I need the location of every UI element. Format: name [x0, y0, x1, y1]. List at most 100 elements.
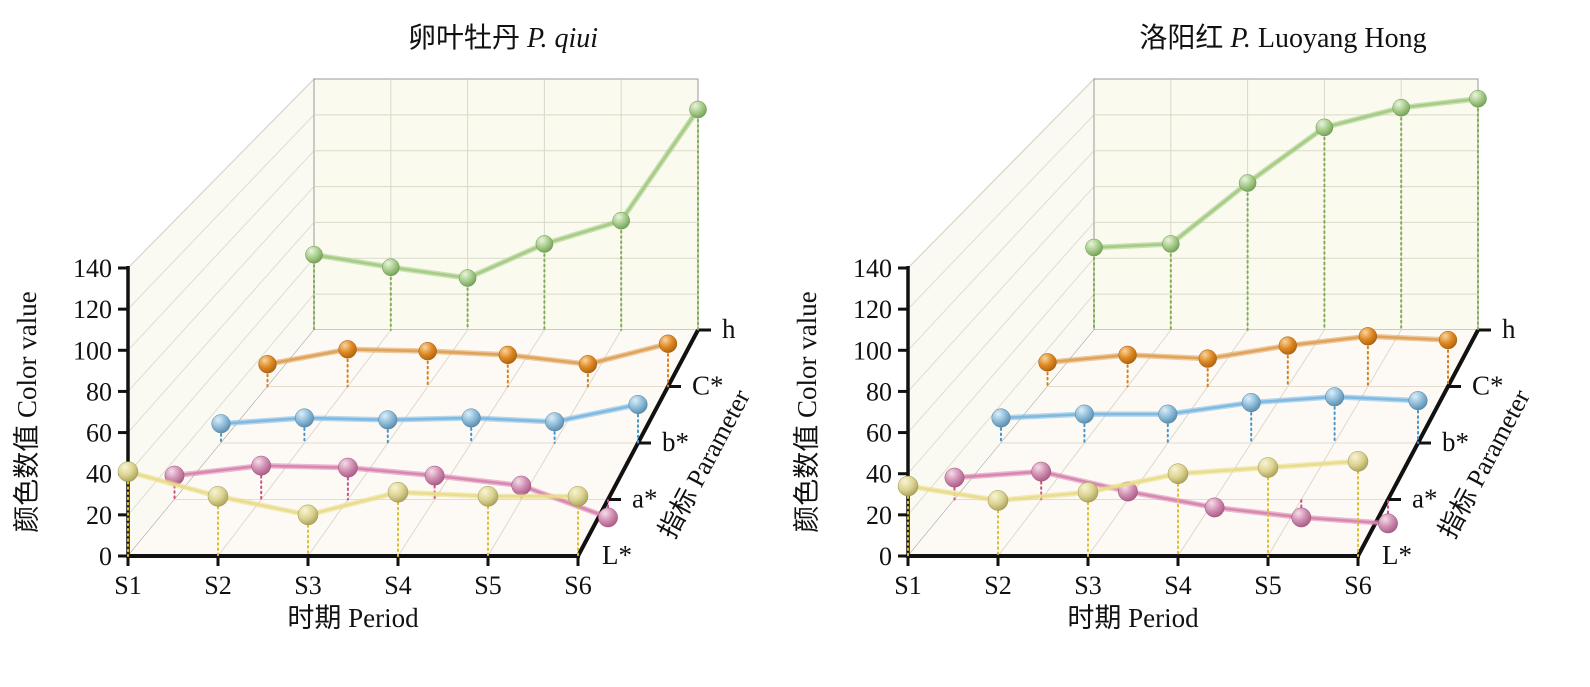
point-L*-S4: [1167, 463, 1189, 484]
z-tick-label: C*: [1472, 371, 1504, 401]
point-b*-S5: [1325, 387, 1345, 407]
z-tick-label: L*: [1382, 540, 1412, 570]
series-line-b*: [219, 403, 640, 426]
point-a*-S5: [511, 475, 532, 496]
chart-left: 0 20 40 60 80 100 120 140 S1 S2 S3 S4 S5 S6 L*a*b*C* h 卵…: [12, 22, 756, 633]
left-wall-gridline: [127, 150, 315, 351]
back-wall-face: [1093, 78, 1479, 331]
point-h-S1: [305, 245, 323, 264]
series-line-a*: [173, 464, 610, 519]
point-b*-S1: [991, 408, 1011, 428]
series-group: [897, 89, 1487, 557]
series-line-L*: [906, 460, 1360, 502]
x-tick-label: S1: [114, 571, 141, 600]
point-C*-S4: [498, 345, 517, 365]
chart-title-part: 洛阳红: [1139, 22, 1230, 54]
y-tick-label: 140: [73, 254, 112, 283]
chart-title-part: P.: [1229, 23, 1251, 54]
point-b*-S4: [1241, 393, 1261, 413]
y-tick-label: 0: [879, 542, 892, 571]
chart-title-part: 卵叶牡丹: [408, 22, 527, 54]
x-axis-title: 时期 Period: [1067, 603, 1199, 633]
series-b*: [211, 395, 648, 444]
x-tick-label: S6: [564, 571, 591, 600]
point-a*-S6: [1378, 513, 1398, 534]
left-wall-gridline: [907, 257, 1095, 475]
point-h-S5: [1392, 98, 1410, 117]
point-b*-S1: [211, 414, 231, 434]
point-h-S1: [1085, 238, 1103, 257]
left-wall-gridline: [127, 78, 315, 269]
x-tick-label: S6: [1344, 571, 1371, 600]
point-L*-S3: [1077, 481, 1099, 503]
z-axis-title: 指标 Parameter: [1433, 385, 1536, 544]
x-tick-label: S1: [894, 571, 921, 600]
point-C*-S5: [578, 355, 598, 374]
x-tick-label: S3: [294, 571, 321, 600]
point-L*-S6: [567, 486, 589, 507]
left-wall-gridline: [127, 114, 315, 310]
point-C*-S3: [1198, 349, 1217, 368]
point-L*-S1: [117, 461, 139, 482]
chart-right: 0 20 40 60 80 100 120 140 S1 S2 S3 S4 S5 S6 L*a*b*C* h 洛…: [792, 22, 1536, 633]
left-wall-gridline: [907, 114, 1095, 310]
point-h-S2: [382, 258, 400, 276]
series-C*: [1038, 327, 1458, 388]
point-L*-S6: [1347, 451, 1369, 472]
point-C*-S6: [1438, 330, 1458, 350]
y-axis-title: 颜色数值 Color value: [792, 291, 822, 532]
x-tick-label: S2: [204, 571, 231, 600]
x-tick-label: S4: [384, 571, 411, 600]
chart-title-part: Luoyang Hong: [1251, 23, 1427, 54]
left-wall-gridline: [127, 186, 315, 392]
point-b*-S2: [294, 408, 314, 428]
left-wall-gridline: [907, 186, 1095, 392]
point-C*-S5: [1358, 327, 1378, 346]
point-b*-S5: [545, 412, 565, 432]
point-b*-S2: [1074, 404, 1094, 424]
series-line-L*: [126, 470, 580, 517]
x-tick-label: S4: [1164, 571, 1191, 600]
series-line-C*: [266, 342, 670, 366]
x-tick-label: S5: [474, 571, 501, 600]
series-b*: [991, 387, 1428, 444]
back-wall-face: [313, 78, 699, 331]
y-tick-label: 40: [86, 460, 112, 489]
point-h-S3: [1238, 174, 1257, 192]
left-wall-gridline: [907, 150, 1095, 351]
y-tick-label: 20: [86, 501, 112, 530]
y-tick-label: 100: [853, 336, 892, 365]
point-h-S3: [458, 269, 477, 287]
y-tick-label: 60: [866, 419, 892, 448]
left-wall-gridline: [907, 222, 1095, 433]
z-axis-title: 指标 Parameter: [653, 385, 756, 544]
series-group: [117, 100, 707, 557]
y-tick-label: 80: [86, 377, 112, 406]
x-tick-label: S5: [1254, 571, 1281, 600]
point-a*-S2: [1031, 461, 1052, 482]
point-h-S6: [1469, 89, 1487, 108]
point-a*-S6: [598, 507, 618, 528]
point-b*-S6: [1408, 391, 1428, 411]
chart-title: 洛阳红 P. Luoyang Hong: [1139, 22, 1426, 54]
x-tick-label: S3: [1074, 571, 1101, 600]
point-C*-S4: [1278, 336, 1297, 355]
z-tick-label: h: [722, 314, 736, 344]
chart-title: 卵叶牡丹 P. qiui: [408, 22, 598, 54]
point-a*-S3: [338, 457, 358, 478]
series-L*: [897, 451, 1369, 557]
z-tick-label: a*: [1412, 484, 1437, 514]
x-tick-label: S2: [984, 571, 1011, 600]
point-C*-S1: [1038, 353, 1057, 372]
y-axis-title: 颜色数值 Color value: [12, 291, 42, 532]
point-b*-S3: [1158, 404, 1178, 424]
y-tick-label: 40: [866, 460, 892, 489]
point-C*-S3: [418, 342, 437, 361]
z-tick-label: a*: [632, 484, 657, 514]
z-tick-label: b*: [662, 427, 689, 457]
point-a*-S2: [251, 455, 272, 476]
series-L*: [117, 461, 589, 557]
y-tick-label: 120: [73, 295, 112, 324]
